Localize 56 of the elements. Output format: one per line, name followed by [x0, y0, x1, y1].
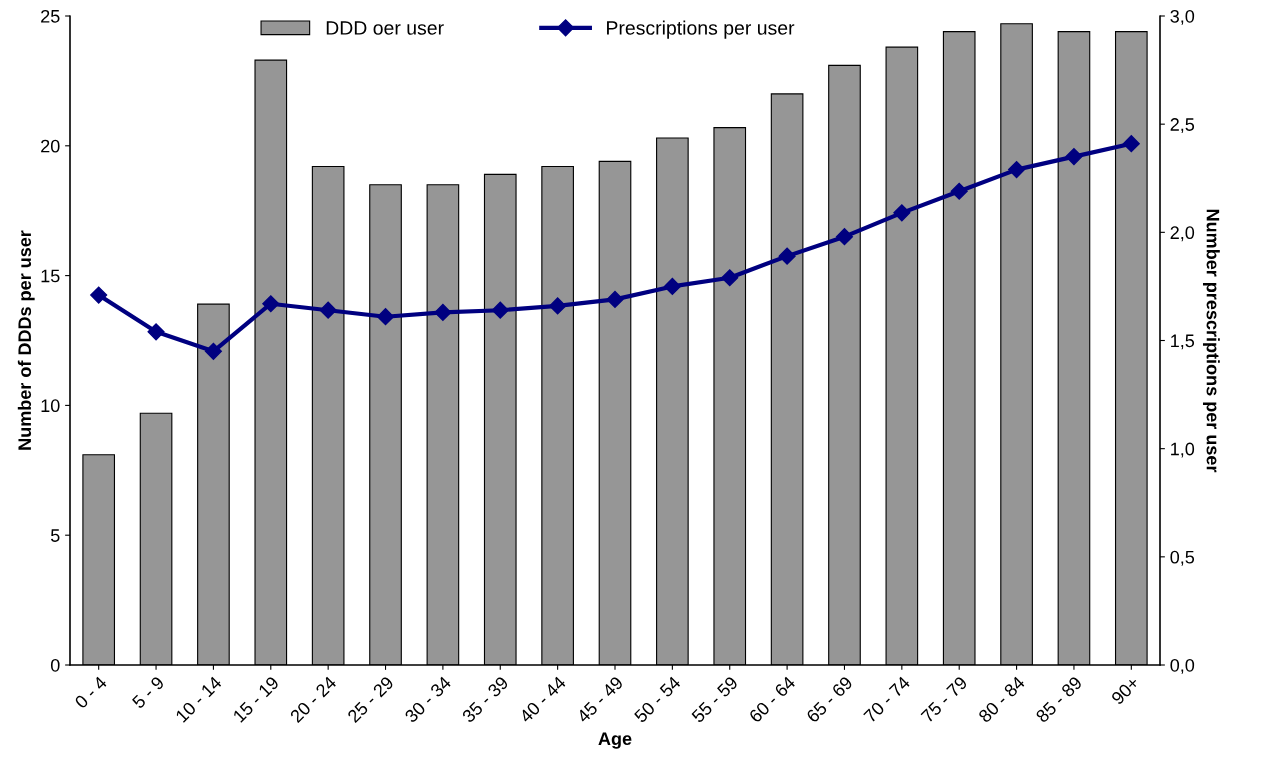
- y2-tick-label: 0,0: [1170, 658, 1195, 674]
- y2-tick-label: 1,5: [1171, 334, 1195, 350]
- point: [147, 323, 165, 341]
- x-tick-label: 0 - 4: [73, 675, 108, 710]
- y2-tick-label: 2,0: [1170, 226, 1195, 242]
- x-tick-label: 10 - 14: [174, 675, 223, 723]
- y2-tick-label: 0,5: [1170, 550, 1195, 566]
- x-tick-label: 45 - 49: [575, 675, 624, 724]
- point: [893, 204, 911, 222]
- x-tick-label: 35 - 39: [461, 675, 510, 724]
- point: [90, 286, 108, 304]
- x-tick-label: 30 - 34: [403, 675, 452, 724]
- x-axis-title: Age: [598, 732, 632, 749]
- point: [1122, 135, 1140, 153]
- point: [778, 247, 796, 265]
- y2-tick-label: 2,5: [1170, 118, 1195, 134]
- legend-label: Prescriptions per user: [607, 20, 795, 39]
- y-tick-label: 0: [50, 658, 60, 672]
- point: [835, 228, 854, 246]
- x-tick-label: 65 - 69: [805, 675, 854, 724]
- point: [204, 342, 222, 360]
- point: [491, 301, 509, 319]
- y-tick-label: 25: [41, 9, 60, 23]
- y2-axis-title: Number prescriptions per user: [1202, 209, 1220, 473]
- x-tick-label: 5 - 9: [131, 675, 165, 710]
- legend-label: DDD oer user: [326, 21, 444, 35]
- y2-tick-label: 3,0: [1170, 9, 1195, 25]
- point: [549, 297, 567, 315]
- x-tick-label: 80 - 84: [977, 675, 1026, 724]
- point: [1008, 161, 1026, 179]
- point: [663, 277, 681, 295]
- point: [319, 301, 337, 319]
- x-tick-label: 60 - 64: [748, 675, 797, 724]
- point: [950, 182, 968, 200]
- point: [434, 303, 452, 321]
- y-tick-label: 15: [41, 269, 60, 283]
- y-tick-label: 5: [50, 529, 60, 542]
- x-tick-label: 55 - 59: [690, 675, 739, 724]
- point: [1065, 148, 1083, 166]
- y-tick-label: 10: [41, 399, 60, 413]
- x-tick-label: 15 - 19: [232, 675, 280, 723]
- x-tick-label: 70 - 74: [863, 675, 911, 724]
- point: [262, 295, 280, 313]
- x-tick-label: 85 - 89: [1035, 675, 1083, 724]
- y-axis-title: Number of DDDs per user: [17, 230, 35, 450]
- point: [721, 269, 739, 287]
- point: [376, 308, 395, 326]
- y2-tick-label: 1,0: [1171, 442, 1195, 458]
- x-tick-label: 75 - 79: [920, 675, 968, 724]
- x-tick-label: 90+: [1110, 675, 1141, 706]
- y-tick-label: 20: [41, 139, 60, 153]
- x-tick-label: 25 - 29: [346, 675, 395, 724]
- x-tick-label: 20 - 24: [289, 675, 338, 724]
- x-tick-label: 40 - 44: [518, 675, 567, 724]
- x-tick-label: 50 - 54: [633, 675, 682, 724]
- point: [606, 290, 624, 308]
